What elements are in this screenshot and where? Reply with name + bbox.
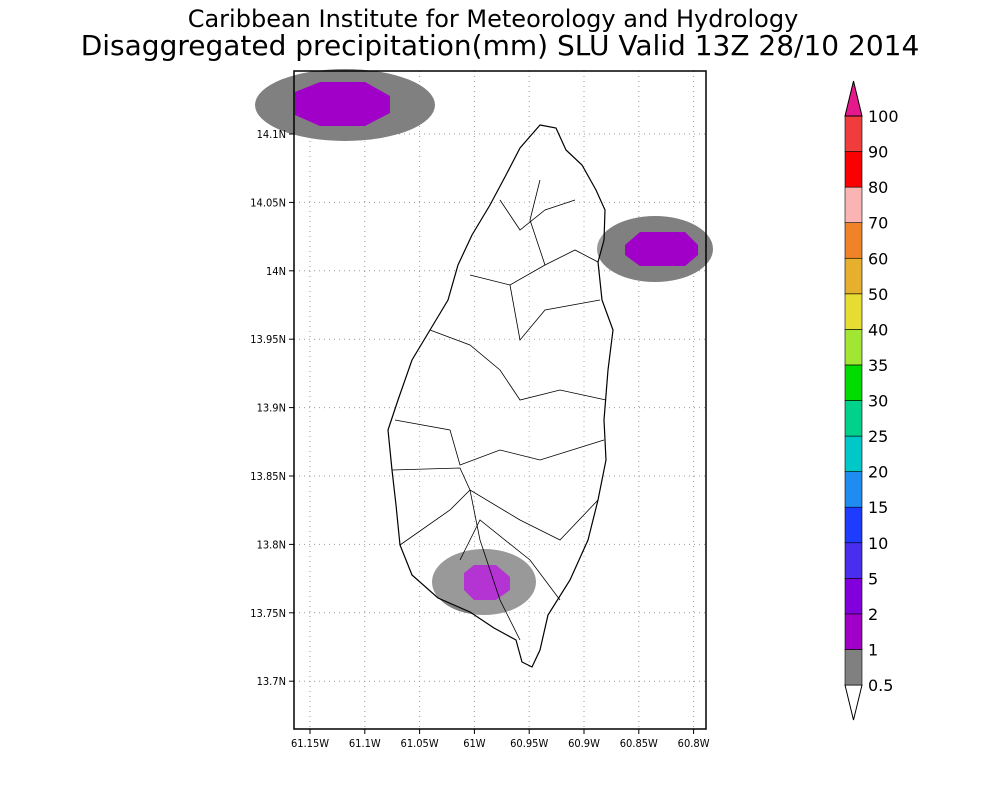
y-tick-label: 14.05N: [250, 196, 286, 209]
y-tick-label: 13.85N: [250, 470, 286, 483]
axis-ticks: 61.15W 61.1W 61.05W 61W 60.95W 60.9W 60.85W 60.…: [250, 128, 709, 750]
x-tick-label: 60.8W: [678, 737, 710, 750]
colorbar-label: 25: [868, 427, 888, 446]
colorbar-label: 2: [868, 605, 878, 624]
colorbar-label: 35: [868, 356, 888, 375]
colorbar-segment: [844, 613, 863, 650]
map-area: [255, 69, 713, 730]
colorbar-segment: [844, 471, 863, 508]
colorbar-label: 1: [868, 640, 878, 659]
x-tick-label: 61W: [463, 737, 486, 750]
colorbar-segment: [844, 151, 863, 188]
y-tick-label: 14.1N: [257, 128, 286, 141]
colorbar-lower-triangle: [844, 684, 863, 721]
x-tick-label: 60.9W: [568, 737, 600, 750]
title-line: Disaggregated precipitation(mm) SLU Vali…: [81, 29, 920, 62]
y-tick-label: 13.9N: [257, 402, 286, 415]
x-tick-label: 61.15W: [291, 737, 329, 750]
colorbar-segment: [844, 435, 863, 472]
x-tick-label: 61.05W: [401, 737, 439, 750]
x-tick-label: 60.95W: [510, 737, 548, 750]
watershed-lines: [391, 179, 607, 641]
map-background: [294, 71, 706, 729]
colorbar-segment: [844, 329, 863, 366]
y-tick-label: 13.8N: [257, 538, 286, 551]
island-outline: [387, 124, 614, 668]
x-tick-label: 60.85W: [620, 737, 658, 750]
colorbar-upper-triangle: [844, 80, 863, 117]
colorbar-segment: [844, 578, 863, 615]
colorbar-segment: [844, 222, 863, 259]
colorbar-label: 90: [868, 143, 888, 162]
colorbar-segment: [844, 506, 863, 544]
colorbar-label: 70: [868, 214, 888, 233]
colorbar-segment: [844, 364, 863, 401]
colorbar-label: 5: [868, 569, 878, 588]
colorbar-label: 60: [868, 249, 888, 268]
colorbar-segment: [844, 293, 863, 330]
colorbar-label: 80: [868, 178, 888, 197]
precip-area: [295, 82, 390, 126]
precip-area: [625, 232, 698, 266]
x-tick-label: 61.1W: [349, 737, 381, 750]
colorbar-label: 100: [868, 107, 899, 126]
title-line: Caribbean Institute for Meteorology and …: [188, 5, 799, 33]
colorbar-segment: [844, 542, 863, 579]
colorbar-label: 10: [868, 534, 888, 553]
colorbar-segment: [844, 649, 863, 686]
colorbar-label: 15: [868, 498, 888, 517]
colorbar-label: 20: [868, 463, 888, 482]
precip-area: [464, 565, 510, 600]
y-tick-label: 14N: [266, 265, 286, 278]
y-tick-label: 13.75N: [250, 607, 286, 620]
precip-areas: [255, 69, 713, 615]
colorbar-segment: [844, 115, 863, 152]
colorbar-label: 50: [868, 285, 888, 304]
colorbar-segment: [844, 400, 863, 437]
colorbar-segment: [844, 257, 863, 295]
colorbar-label: 0.5: [868, 676, 893, 695]
colorbar-label: 30: [868, 392, 888, 411]
colorbar-label: 40: [868, 320, 888, 339]
y-tick-label: 13.7N: [257, 675, 286, 688]
map-frame: [293, 70, 707, 730]
y-tick-label: 13.95N: [250, 333, 286, 346]
colorbar-segment: [844, 186, 863, 223]
